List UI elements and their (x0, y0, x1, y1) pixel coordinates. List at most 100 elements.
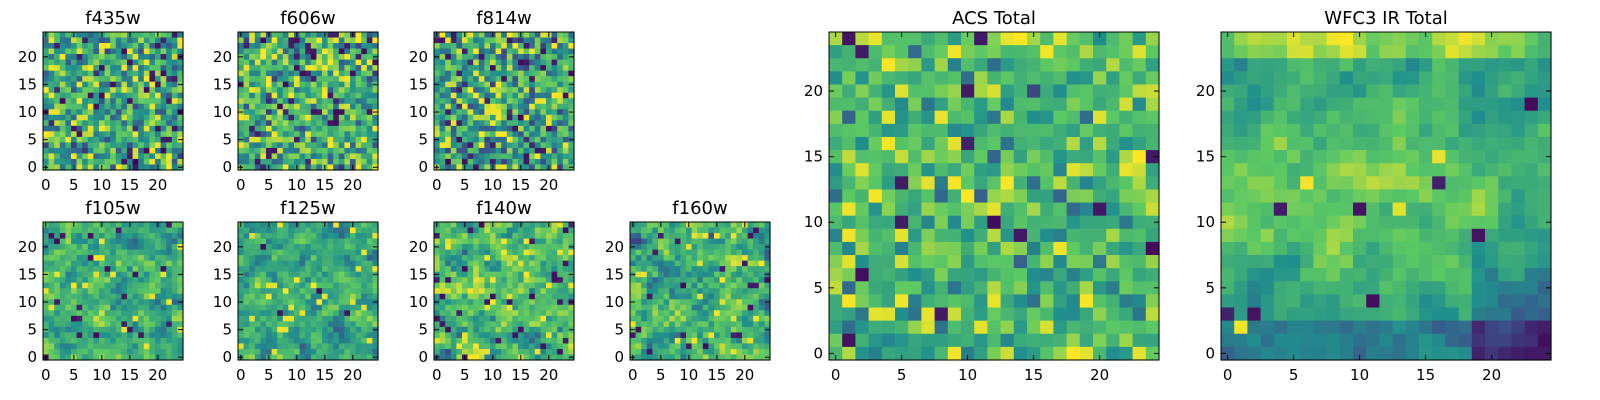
heatmap-cell (48, 271, 55, 278)
heatmap-cell (277, 158, 284, 166)
heatmap-cell (691, 343, 698, 350)
heatmap-cell (243, 142, 250, 149)
heatmap-cell (534, 65, 541, 72)
heatmap-cell (143, 255, 150, 262)
heatmap-cell (439, 87, 446, 94)
heatmap-cell (635, 304, 642, 311)
heatmap-cell (434, 43, 441, 50)
heatmap-cell (568, 310, 575, 317)
heatmap-cell (243, 109, 250, 116)
heatmap-cell (166, 249, 173, 256)
heatmap-cell (439, 48, 446, 55)
heatmap-cell (48, 103, 55, 110)
heatmap-cell (987, 84, 1002, 99)
heatmap-cell (155, 109, 162, 116)
heatmap-cell (495, 37, 502, 44)
heatmap-cell (350, 54, 357, 61)
heatmap-cell (366, 109, 373, 116)
heatmap-cell (99, 48, 106, 55)
panel-title: f160w (672, 198, 727, 219)
heatmap-cell (467, 326, 474, 333)
heatmap-cell (87, 92, 94, 99)
heatmap-cell (333, 147, 340, 155)
heatmap-cell (160, 103, 167, 110)
heatmap-cell (467, 114, 474, 121)
heatmap-cell (1053, 202, 1068, 217)
heatmap-cell (249, 125, 256, 132)
heatmap-cell (445, 293, 452, 300)
heatmap-cell (299, 153, 306, 160)
heatmap-cell (895, 176, 909, 191)
heatmap-cell (434, 238, 441, 245)
heatmap-cell (322, 131, 329, 138)
heatmap-cell (961, 32, 975, 46)
heatmap-cell (523, 255, 530, 262)
heatmap-cell (333, 260, 340, 267)
heatmap-cell (65, 266, 72, 273)
heatmap-cell (82, 114, 89, 121)
heatmap-cell (344, 147, 351, 155)
heatmap-cell (686, 282, 693, 289)
heatmap-cell (697, 266, 704, 273)
heatmap-cell (166, 158, 173, 166)
heatmap-cell (361, 271, 368, 278)
heatmap-cell (115, 222, 122, 229)
heatmap-cell (518, 244, 525, 251)
heatmap-cell (171, 321, 178, 328)
heatmap-cell (1027, 163, 1041, 177)
heatmap-cell (663, 337, 670, 345)
heatmap-cell (551, 337, 558, 345)
heatmap-cell (99, 92, 106, 99)
heatmap-cell (316, 244, 323, 251)
heatmap-cell (546, 81, 553, 88)
heatmap-cell (361, 321, 368, 328)
heatmap-cell (327, 255, 334, 262)
heatmap-cell (260, 59, 267, 66)
heatmap-cell (961, 84, 975, 99)
heatmap-cell (104, 255, 111, 262)
heatmap-cell (652, 332, 659, 339)
heatmap-cell (462, 147, 469, 155)
heatmap-cell (934, 202, 949, 217)
heatmap-cell (495, 266, 502, 273)
heatmap-cell (1066, 202, 1081, 217)
heatmap-cell (467, 348, 474, 356)
heatmap-cell (110, 147, 117, 155)
heatmap-cell (562, 59, 569, 66)
heatmap-cell (294, 70, 301, 77)
heatmap-cell (149, 59, 156, 66)
heatmap-cell (829, 110, 843, 125)
heatmap-cell (138, 92, 145, 99)
heatmap-cell (725, 266, 732, 273)
heatmap-cell (305, 321, 312, 328)
heatmap-cell (361, 293, 368, 300)
heatmap-cell (450, 282, 457, 289)
heatmap-cell (361, 131, 368, 138)
heatmap-cell (243, 43, 250, 50)
heatmap-cell (855, 97, 870, 112)
heatmap-cell (947, 189, 962, 204)
heatmap-cell (490, 326, 497, 333)
heatmap-cell (490, 238, 497, 245)
heatmap-cell (641, 321, 648, 328)
heatmap-cell (658, 260, 665, 267)
heatmap-cell (138, 244, 145, 251)
heatmap-cell (450, 98, 457, 105)
heatmap-cell (294, 321, 301, 328)
heatmap-cell (868, 215, 883, 230)
heatmap-cell (361, 158, 368, 166)
heatmap-cell (305, 277, 312, 284)
heatmap-cell (562, 337, 569, 345)
heatmap-cell (736, 244, 743, 251)
heatmap-cell (65, 120, 72, 127)
heatmap-cell (54, 348, 61, 356)
heatmap-cell (540, 153, 547, 160)
heatmap-cell (243, 326, 250, 333)
heatmap-cell (534, 109, 541, 116)
heatmap-cell (855, 84, 870, 99)
heatmap-cell (171, 37, 178, 44)
heatmap-cell (652, 255, 659, 262)
heatmap-cell (663, 326, 670, 333)
heatmap-cell (54, 37, 61, 44)
